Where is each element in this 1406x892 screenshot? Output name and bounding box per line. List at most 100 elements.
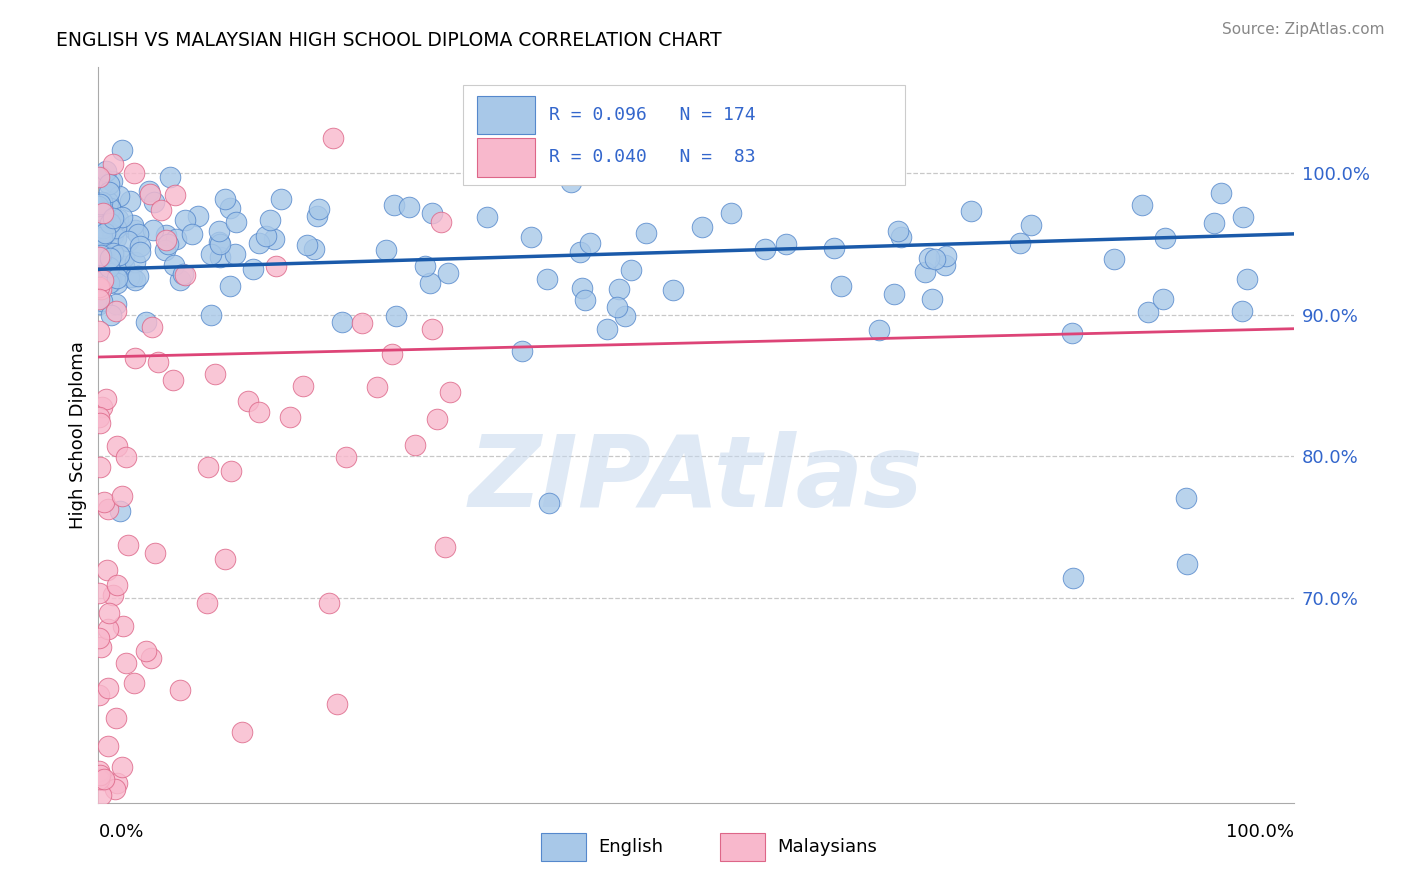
Point [690,219,713,234]
Point [138,187,160,202]
Point [259,213,281,227]
Point [87,280,110,294]
Point [91,294,114,309]
Point [112,259,135,273]
Point [108,189,131,203]
Point [117,538,139,552]
Point [775,236,797,251]
FancyBboxPatch shape [463,86,905,185]
Point [91,400,114,414]
Point [89,772,111,786]
Point [155,228,177,243]
Point [434,541,457,555]
Point [105,439,128,453]
Point [97,276,120,290]
Point [98,216,121,230]
Point [101,227,124,242]
Point [93,196,115,211]
Point [247,404,270,418]
Point [114,656,136,670]
Point [141,320,163,334]
Point [87,324,110,338]
Point [352,316,374,330]
Text: Malaysians: Malaysians [778,838,877,856]
Point [1174,491,1197,506]
Point [538,495,561,509]
Point [830,279,852,293]
Point [94,226,117,240]
Point [93,772,115,786]
Point [959,203,981,218]
Point [254,228,277,243]
Point [127,268,149,283]
Point [105,276,128,290]
Point [121,270,143,285]
Point [124,351,146,366]
Point [94,209,117,223]
Point [89,764,111,778]
Point [87,253,110,268]
Point [181,227,204,242]
Point [510,343,533,358]
Point [426,412,449,426]
Point [91,206,114,220]
Point [1154,231,1177,245]
Point [169,273,191,287]
Point [89,460,111,475]
Point [103,211,125,225]
Point [87,248,110,262]
Point [404,438,426,452]
Point [156,237,179,252]
Point [107,212,129,227]
Point [214,551,236,566]
Point [720,206,742,220]
Point [141,223,163,237]
Point [330,315,353,329]
Point [278,410,301,425]
Point [204,368,226,382]
Point [187,209,209,223]
Point [98,251,121,265]
Point [924,252,946,266]
Point [118,194,141,209]
Point [247,236,270,251]
Point [238,394,260,409]
Point [105,271,128,285]
FancyBboxPatch shape [541,833,586,861]
Point [263,232,285,246]
Point [560,176,582,190]
Point [224,246,246,260]
Point [111,489,134,503]
Point [87,252,110,266]
Point [129,244,152,259]
Point [174,213,197,227]
Point [225,215,247,229]
Point [620,263,643,277]
Point [111,144,134,158]
Point [91,194,114,209]
Point [1236,272,1258,286]
Point [143,194,166,209]
Point [104,781,127,796]
Point [90,245,112,260]
Point [1062,326,1084,341]
Point [138,184,160,198]
Point [1062,571,1084,585]
Point [295,237,318,252]
Text: 0.0%: 0.0% [98,823,143,841]
Point [231,725,253,739]
Point [105,231,128,245]
Point [207,224,229,238]
Point [91,228,114,243]
Y-axis label: High School Diploma: High School Diploma [69,341,87,529]
Point [96,163,118,178]
Point [918,252,941,266]
Point [97,606,120,620]
Point [579,236,602,251]
Point [101,174,124,188]
Point [87,207,110,221]
Point [87,688,110,702]
Point [105,220,128,235]
Point [87,226,110,240]
Point [90,169,112,184]
